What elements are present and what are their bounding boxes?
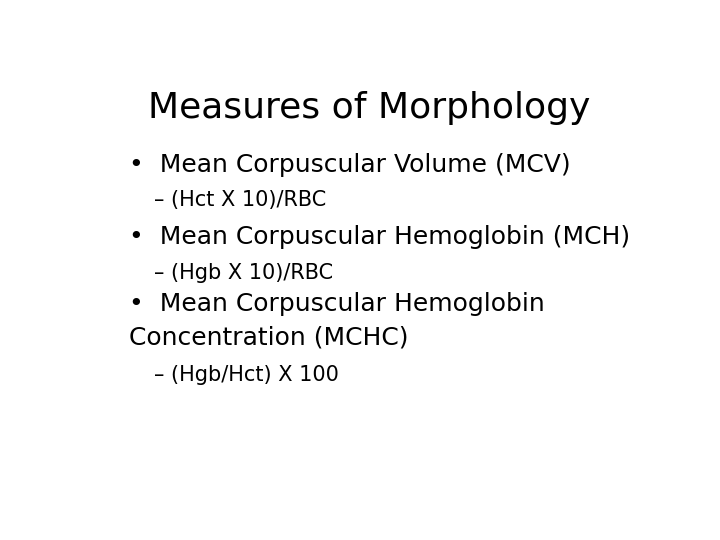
Text: •  Mean Corpuscular Volume (MCV): • Mean Corpuscular Volume (MCV) (129, 153, 571, 177)
Text: Measures of Morphology: Measures of Morphology (148, 91, 590, 125)
Text: •  Mean Corpuscular Hemoglobin
Concentration (MCHC): • Mean Corpuscular Hemoglobin Concentrat… (129, 292, 545, 349)
Text: – (Hct X 10)/RBC: – (Hct X 10)/RBC (154, 190, 326, 210)
Text: •  Mean Corpuscular Hemoglobin (MCH): • Mean Corpuscular Hemoglobin (MCH) (129, 225, 630, 249)
Text: – (Hgb X 10)/RBC: – (Hgb X 10)/RBC (154, 262, 333, 283)
Text: – (Hgb/Hct) X 100: – (Hgb/Hct) X 100 (154, 364, 339, 384)
